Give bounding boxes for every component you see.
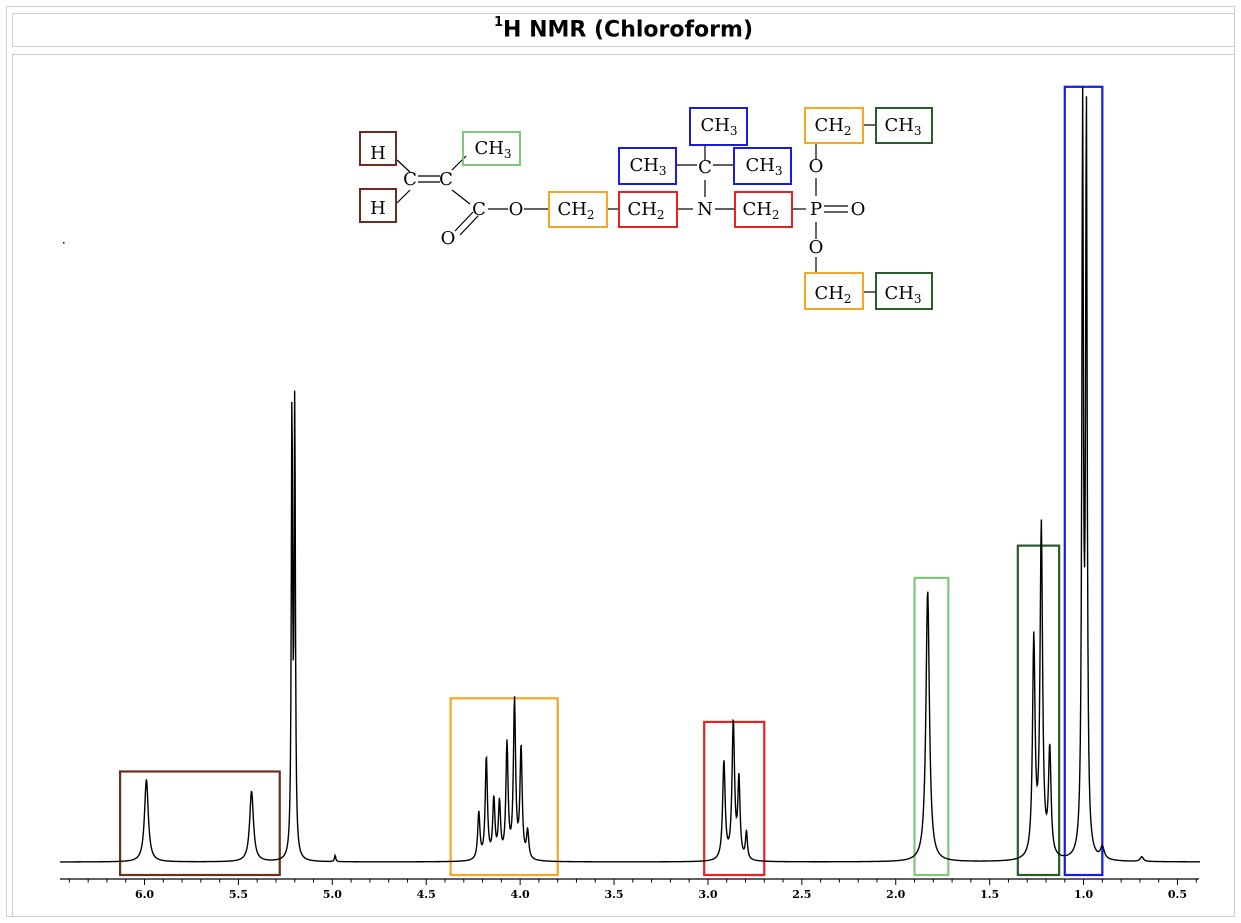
x-tick-label: 1.5 xyxy=(980,888,999,901)
chart-panel xyxy=(12,54,1235,917)
title-main: H NMR (Chloroform) xyxy=(503,17,754,43)
group-och2: CH2 xyxy=(557,199,594,222)
atom-c-alpha: C xyxy=(439,169,453,190)
atom-h-bottom: H xyxy=(370,198,386,219)
figure-title: 1H NMR (Chloroform) xyxy=(493,15,754,43)
group-nch2-left: CH2 xyxy=(627,199,664,222)
x-tick-label: 4.5 xyxy=(417,888,436,901)
assignment-box-vinyl xyxy=(118,770,281,877)
box-ch3-tbu-top xyxy=(689,107,748,146)
atom-o-carbonyl: O xyxy=(441,228,456,249)
atom-c-carbonyl: C xyxy=(472,199,486,220)
atom-o-ester: O xyxy=(509,199,524,220)
bond xyxy=(451,189,471,205)
x-tick-label: 4.0 xyxy=(511,888,530,901)
atom-c-quaternary: C xyxy=(698,157,712,178)
box-ch2-bottom xyxy=(804,272,864,310)
assignment-box-ethyl-ch3 xyxy=(1016,544,1061,877)
box-och2 xyxy=(548,191,608,228)
x-axis-ticks: 6.0 5.5 5.0 4.5 4.0 3.5 3.0 2.5 2.0 1.5 1.0 0.5 xyxy=(68,879,1197,901)
figure-header: 1H NMR (Chloroform) xyxy=(12,13,1235,47)
box-nch2-left xyxy=(618,191,678,228)
box-ch3-top xyxy=(875,107,933,144)
x-tick-label: 2.5 xyxy=(792,888,811,901)
box-ch3-tbu-left xyxy=(618,147,677,185)
group-ch2-top: CH2 xyxy=(814,115,851,138)
bond xyxy=(454,211,474,232)
bond xyxy=(396,189,411,204)
group-ch3-ester: CH3 xyxy=(474,138,511,161)
spectrum-line xyxy=(60,87,1200,863)
bond xyxy=(396,159,411,173)
assignment-box-och2 xyxy=(449,697,559,877)
assignment-box-methyl-ester xyxy=(913,576,950,877)
assignment-boxes xyxy=(118,85,1104,877)
title-superscript: 1 xyxy=(493,15,504,31)
atom-h-top: H xyxy=(370,143,386,164)
box-h-bottom xyxy=(359,188,397,223)
atom-o-bottom: O xyxy=(809,237,824,258)
x-tick-label: 6.0 xyxy=(135,888,154,901)
atom-o-phosphoryl: O xyxy=(851,199,866,220)
x-tick-label: 5.0 xyxy=(323,888,342,901)
box-h-top xyxy=(359,131,397,166)
assignment-box-tbutyl xyxy=(1063,85,1104,877)
x-tick-label: 1.0 xyxy=(1074,888,1093,901)
bond xyxy=(459,215,479,236)
box-ch3-ester xyxy=(462,131,521,166)
atom-n: N xyxy=(697,199,713,220)
x-tick-label: 5.5 xyxy=(229,888,248,901)
atom-o-top: O xyxy=(809,156,824,177)
group-ch3-bottom: CH3 xyxy=(884,283,921,306)
x-tick-label: 0.5 xyxy=(1168,888,1187,901)
x-tick-label: 3.5 xyxy=(604,888,623,901)
group-ch3-tbu-right: CH3 xyxy=(745,155,782,178)
group-ch3-tbu-left: CH3 xyxy=(629,155,666,178)
group-ch3-tbu-top: CH3 xyxy=(700,115,737,138)
group-ch3-top: CH3 xyxy=(884,115,921,138)
x-tick-label: 2.0 xyxy=(886,888,905,901)
group-ch2-bottom: CH2 xyxy=(814,283,851,306)
box-nch2-right xyxy=(734,191,793,228)
box-ch3-bottom xyxy=(875,272,933,310)
box-ch2-top xyxy=(804,107,864,144)
stray-dot xyxy=(63,242,65,244)
group-nch2-right: CH2 xyxy=(742,199,779,222)
box-ch3-tbu-right xyxy=(733,147,792,185)
x-tick-label: 3.0 xyxy=(698,888,717,901)
atom-p: P xyxy=(810,199,822,220)
atom-c-vinyl: C xyxy=(403,169,417,190)
